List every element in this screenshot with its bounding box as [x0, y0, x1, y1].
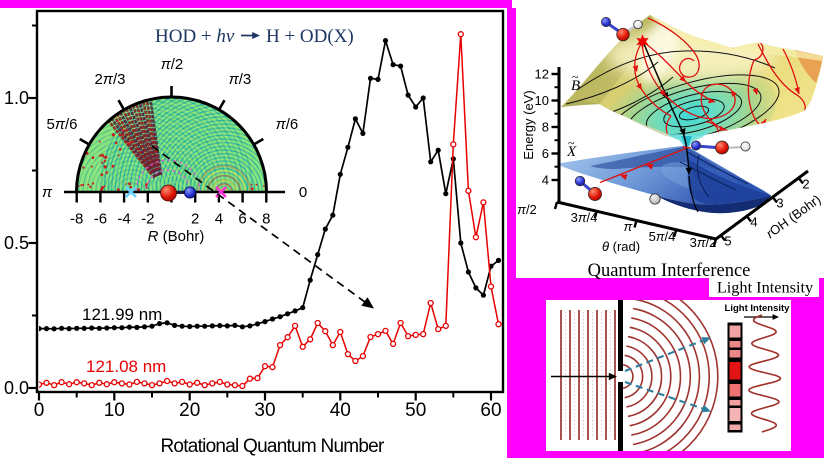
- svg-text:10: 10: [104, 400, 125, 421]
- svg-text:3π/4: 3π/4: [571, 210, 598, 225]
- svg-text:5π/6: 5π/6: [47, 116, 78, 133]
- svg-text:20: 20: [179, 400, 200, 421]
- svg-text:~: ~: [572, 70, 579, 84]
- svg-text:0.0: 0.0: [4, 378, 29, 398]
- svg-text:π/2: π/2: [161, 56, 184, 73]
- svg-text:π: π: [42, 184, 53, 201]
- svg-text:6: 6: [542, 146, 549, 161]
- svg-text:3: 3: [776, 196, 783, 211]
- svg-text:θ (rad): θ (rad): [602, 239, 640, 254]
- svg-text:0: 0: [34, 400, 45, 421]
- svg-text:2π/3: 2π/3: [95, 71, 126, 88]
- svg-text:π: π: [624, 219, 633, 234]
- svg-text:4: 4: [542, 173, 549, 188]
- svg-text:π/2: π/2: [517, 202, 537, 217]
- svg-text:30: 30: [254, 400, 275, 421]
- svg-text:10: 10: [535, 93, 549, 108]
- svg-text:Light Intensity: Light Intensity: [717, 278, 814, 297]
- svg-text:-6: -6: [94, 211, 107, 228]
- svg-text:π/3: π/3: [229, 71, 252, 88]
- svg-text:8: 8: [262, 211, 270, 228]
- svg-text:3π/2: 3π/2: [690, 235, 717, 250]
- svg-text:8: 8: [542, 120, 549, 135]
- svg-text:HOD + hv: HOD + hv: [155, 26, 235, 47]
- svg-text:1.0: 1.0: [4, 88, 29, 108]
- svg-text:121.99 nm: 121.99 nm: [82, 305, 162, 324]
- svg-text:5π/4: 5π/4: [649, 229, 676, 244]
- svg-text:H + OD(X): H + OD(X): [266, 26, 354, 47]
- svg-text:B: B: [571, 78, 580, 94]
- svg-text:Light Intensity: Light Intensity: [725, 303, 791, 314]
- svg-text:5: 5: [724, 234, 731, 249]
- svg-text:4: 4: [750, 215, 757, 230]
- svg-text:0: 0: [299, 184, 307, 201]
- svg-text:12: 12: [535, 67, 549, 82]
- svg-text:2: 2: [802, 177, 809, 192]
- svg-text:-2: -2: [141, 211, 154, 228]
- svg-text:X: X: [566, 144, 577, 160]
- svg-text:6: 6: [238, 211, 246, 228]
- svg-text:121.08 nm: 121.08 nm: [86, 357, 166, 376]
- svg-text:0.5: 0.5: [4, 233, 29, 253]
- svg-text:4: 4: [215, 211, 223, 228]
- svg-text:Quantum Interference: Quantum Interference: [588, 261, 751, 281]
- svg-text:-8: -8: [70, 211, 83, 228]
- svg-text:~: ~: [568, 136, 575, 150]
- svg-text:50: 50: [405, 400, 426, 421]
- svg-text:Rotational Quantum Number: Rotational Quantum Number: [160, 436, 385, 457]
- svg-text:60: 60: [480, 400, 501, 421]
- svg-text:Energy (eV): Energy (eV): [521, 90, 536, 159]
- svg-text:-4: -4: [117, 211, 130, 228]
- svg-text:R (Bohr): R (Bohr): [148, 228, 205, 245]
- svg-text:π/6: π/6: [276, 116, 299, 133]
- svg-text:2: 2: [191, 211, 199, 228]
- svg-text:40: 40: [330, 400, 351, 421]
